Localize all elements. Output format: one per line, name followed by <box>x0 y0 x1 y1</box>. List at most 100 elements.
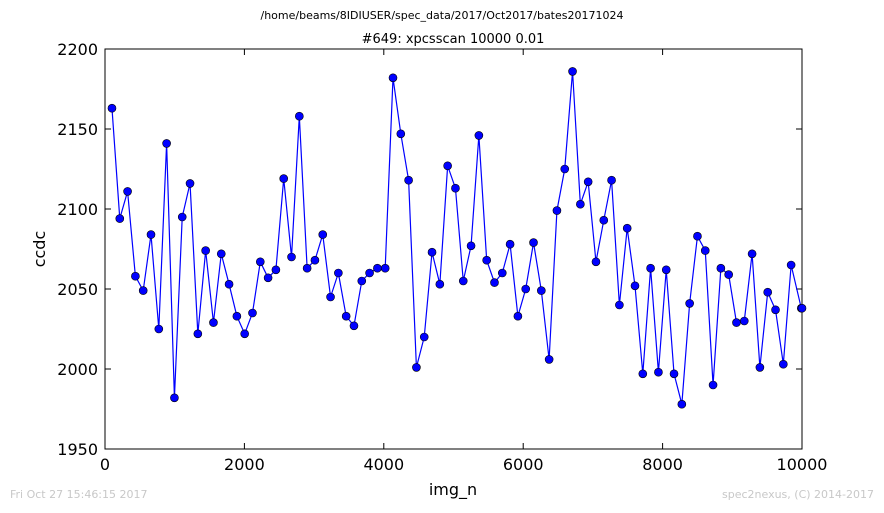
data-point <box>170 393 179 403</box>
data-point <box>248 308 257 318</box>
x-axis-label: img_n <box>429 480 477 500</box>
x-tick-label: 10000 <box>777 455 828 474</box>
data-point <box>685 299 694 308</box>
data-point <box>732 318 741 327</box>
data-point <box>747 249 757 259</box>
data-point <box>786 260 796 270</box>
data-point <box>716 263 726 273</box>
data-point <box>646 263 655 273</box>
data-point <box>568 67 577 76</box>
data-point <box>185 179 195 188</box>
data-point <box>513 311 523 321</box>
data-point <box>326 292 335 302</box>
data-point <box>255 257 265 267</box>
x-tick-label: 8000 <box>642 455 683 474</box>
data-point <box>224 279 234 289</box>
data-point <box>763 287 773 297</box>
data-point <box>490 278 499 287</box>
data-point <box>739 316 749 326</box>
data-point <box>435 279 445 289</box>
data-point <box>677 399 687 409</box>
data-point <box>154 324 164 334</box>
data-point <box>529 238 538 247</box>
data-point <box>373 263 382 273</box>
data-point <box>146 230 156 239</box>
data-point <box>295 111 304 121</box>
data-point <box>576 199 585 209</box>
data-point <box>318 230 328 239</box>
plot-frame <box>104 48 803 450</box>
data-point <box>279 174 289 183</box>
y-tick-label: 1950 <box>57 440 98 459</box>
data-point <box>115 214 125 223</box>
data-point <box>404 175 413 185</box>
footer-credit: spec2nexus, (C) 2014-2017 <box>722 488 874 501</box>
x-tick-label: 2000 <box>224 455 265 474</box>
data-point <box>537 286 546 295</box>
data-point <box>630 281 640 291</box>
data-point <box>419 332 429 342</box>
x-tick-label: 6000 <box>503 455 544 474</box>
data-point <box>599 215 609 225</box>
data-point <box>357 276 367 286</box>
data-point <box>341 311 351 321</box>
data-point <box>443 161 452 171</box>
data-point <box>669 369 679 379</box>
data-point <box>638 369 648 379</box>
data-point <box>505 239 515 249</box>
data-point <box>271 265 281 275</box>
data-point <box>693 231 702 241</box>
data-point <box>615 300 624 310</box>
data-point <box>123 187 132 196</box>
data-point <box>177 212 187 222</box>
data-point <box>396 129 406 139</box>
chart-suptitle: /home/beams/8IDIUSER/spec_data/2017/Oct2… <box>261 9 624 22</box>
data-point <box>797 303 807 313</box>
data-point <box>349 321 359 331</box>
footer-timestamp: Fri Oct 27 15:46:15 2017 <box>10 488 148 501</box>
x-tick-label: 4000 <box>363 455 404 474</box>
data-point <box>466 241 476 251</box>
data-point <box>287 252 296 262</box>
data-point <box>201 246 210 255</box>
y-axis-label: ccdc <box>30 231 49 268</box>
series-line <box>111 71 802 405</box>
chart-title: #649: xpcsscan 10000 0.01 <box>362 32 545 47</box>
data-point <box>552 206 562 215</box>
x-tick-label: 0 <box>100 455 110 474</box>
data-point <box>263 273 273 283</box>
data-point <box>583 177 593 187</box>
data-point <box>388 73 398 83</box>
data-point <box>755 363 765 372</box>
data-point <box>474 131 484 140</box>
data-point <box>607 175 616 185</box>
data-point <box>138 286 148 295</box>
data-point <box>380 263 390 273</box>
data-point <box>427 247 437 257</box>
data-point <box>771 305 780 315</box>
data-point <box>131 271 140 281</box>
data-point <box>216 249 226 259</box>
y-tick-label: 2150 <box>57 120 98 139</box>
data-point <box>412 363 421 372</box>
data-point <box>591 257 601 267</box>
data-point <box>193 329 203 339</box>
data-point <box>497 268 507 278</box>
data-point <box>209 318 218 327</box>
y-tick-label: 2100 <box>57 200 98 219</box>
data-point <box>302 263 312 273</box>
data-point <box>544 355 554 364</box>
y-tick-label: 2000 <box>57 360 98 379</box>
data-point <box>365 268 374 278</box>
data-point <box>482 255 491 265</box>
y-tick-label: 2050 <box>57 280 98 299</box>
data-point <box>708 380 718 390</box>
data-point <box>779 359 788 369</box>
data-point <box>232 311 242 321</box>
data-point <box>654 367 663 377</box>
data-point <box>451 183 460 193</box>
plot-area: 0 2000 4000 6000 8000 10000 1950 2000 2050 2100 21… <box>57 40 827 474</box>
data-point <box>521 284 531 294</box>
